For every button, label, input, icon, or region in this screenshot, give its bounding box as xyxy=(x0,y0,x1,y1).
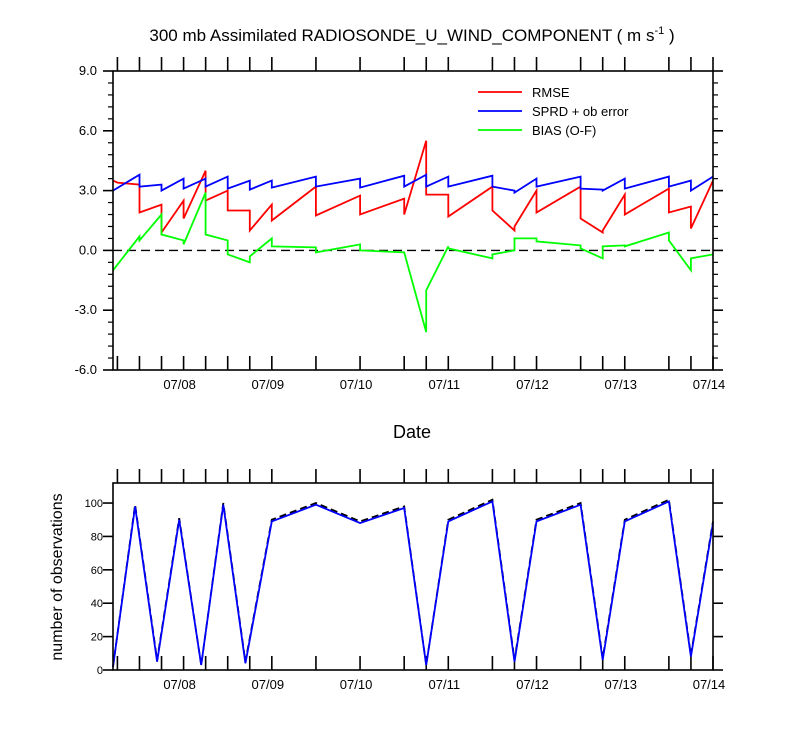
chart-title: 300 mb Assimilated RADIOSONDE_U_WIND_COM… xyxy=(149,25,674,45)
x-axis-title: Date xyxy=(393,422,431,442)
top-plot-frame xyxy=(112,70,714,371)
series-line-rmse xyxy=(112,140,714,236)
y-tick-label: 40 xyxy=(91,598,103,610)
x-tick-label: 07/11 xyxy=(429,677,461,692)
y-tick-label: 6.0 xyxy=(79,123,97,138)
y-tick-label: 3.0 xyxy=(79,183,97,198)
x-tick-label: 07/11 xyxy=(429,377,461,392)
y-tick-label: 100 xyxy=(85,498,103,510)
bottom-ticks xyxy=(103,469,723,671)
series-line-sprd-ob-error xyxy=(112,173,714,195)
y-tick-label: 80 xyxy=(91,531,103,543)
x-tick-label: 07/14 xyxy=(693,377,726,392)
top-axis-labels: 07/08 07/09 07/10 07/11 07/12 07/13 07/14 -6.0 -… xyxy=(75,63,726,392)
y-tick-label: 60 xyxy=(91,565,103,577)
x-tick-label: 07/10 xyxy=(340,377,373,392)
x-tick-label: 07/12 xyxy=(516,677,549,692)
legend-label: BIAS (O-F) xyxy=(532,123,596,138)
y-tick-label: 0.0 xyxy=(79,242,97,257)
x-tick-label: 07/09 xyxy=(252,377,285,392)
x-tick-label: 07/13 xyxy=(604,677,637,692)
x-tick-label: 07/12 xyxy=(516,377,549,392)
series-line-observations-possible xyxy=(112,498,714,667)
bottom-plot-area xyxy=(112,498,714,667)
y-tick-label: 9.0 xyxy=(79,63,97,78)
y-tick-label: -6.0 xyxy=(75,362,97,377)
series-line-observations-used xyxy=(112,500,714,667)
y-axis-title: number of observations xyxy=(49,493,66,660)
y-tick-label: 0 xyxy=(97,665,103,677)
x-tick-label: 07/13 xyxy=(604,377,637,392)
legend: RMSE SPRD + ob error BIAS (O-F) xyxy=(478,85,629,138)
x-tick-label: 07/10 xyxy=(340,677,373,692)
bottom-chart: 07/08 07/09 07/10 07/11 07/12 07/13 07/14 0 20 40… xyxy=(49,469,725,692)
y-tick-label: -3.0 xyxy=(75,302,97,317)
y-tick-label: 20 xyxy=(91,632,103,644)
x-tick-label: 07/09 xyxy=(252,677,285,692)
legend-label: SPRD + ob error xyxy=(532,104,629,119)
top-chart: 07/08 07/09 07/10 07/11 07/12 07/13 07/14 -6.0 -… xyxy=(75,57,726,442)
bottom-plot-frame xyxy=(112,482,714,671)
x-tick-label: 07/08 xyxy=(163,677,196,692)
x-tick-label: 07/14 xyxy=(693,677,726,692)
bottom-axis-labels: 07/08 07/09 07/10 07/11 07/12 07/13 07/14 0 20 40… xyxy=(85,498,726,692)
series-line-bias-o-f xyxy=(112,192,714,333)
legend-label: RMSE xyxy=(532,85,570,100)
top-plot-area xyxy=(112,140,714,333)
x-tick-label: 07/08 xyxy=(163,377,196,392)
